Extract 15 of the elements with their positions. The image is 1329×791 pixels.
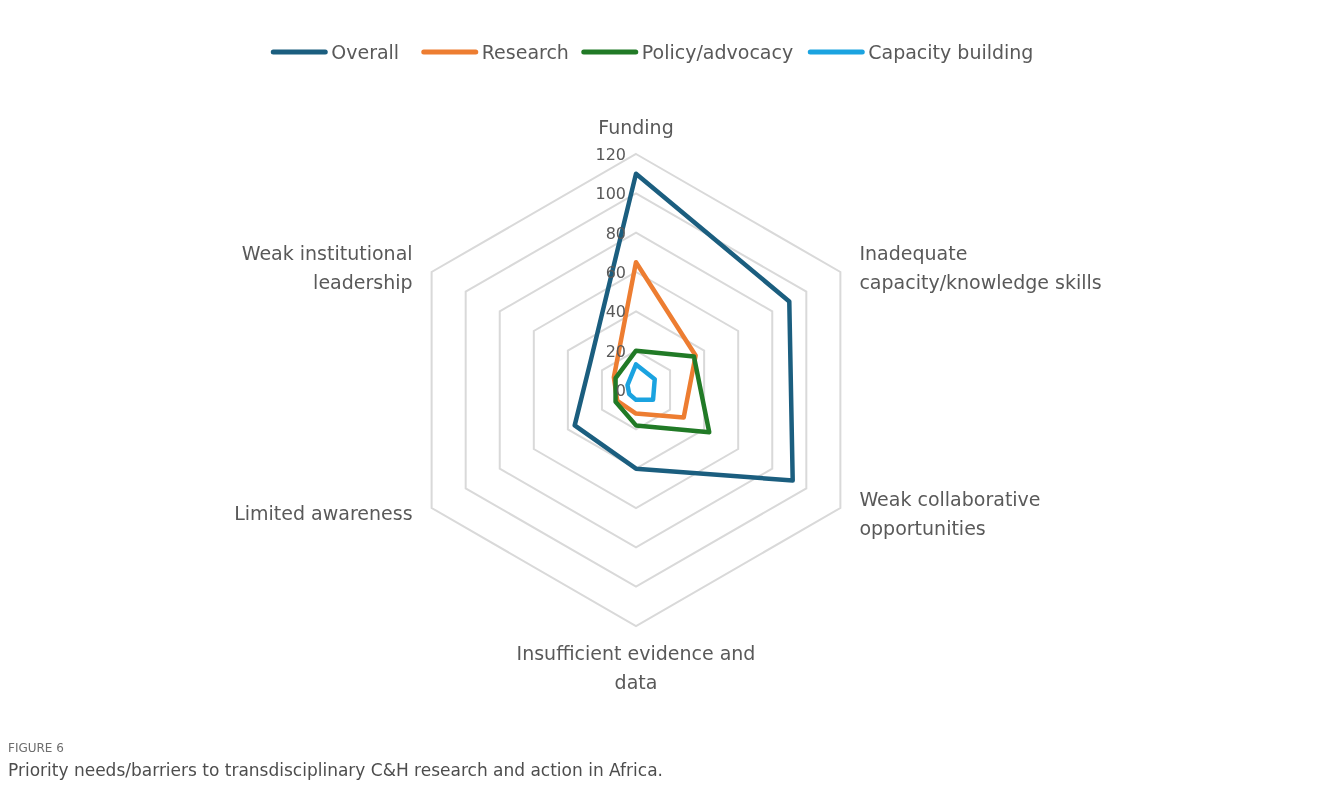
legend-label: Policy/advocacy — [641, 41, 794, 63]
spoke-label: Weak collaborative opportunities — [859, 487, 1041, 539]
spoke-label: Funding — [598, 116, 674, 138]
text: Priority needs/barriers to transdisciplinary C&H research and action in Africa. — [8, 760, 663, 780]
y-tick-label: 40 — [605, 302, 626, 322]
y-tick-label: 100 — [595, 184, 626, 204]
spoke-label: Weak institutional leadership — [241, 241, 413, 293]
spoke-label: Insufficient evidence and data — [516, 642, 756, 693]
legend-label: Capacity building — [868, 41, 1034, 63]
legend-label: Research — [481, 41, 569, 63]
spoke-label: Limited awareness — [234, 502, 413, 524]
y-tick-label: 120 — [595, 145, 626, 164]
spoke-label: Inadequate capacity/knowledge skills — [859, 241, 1102, 293]
legend-label: Overall — [331, 41, 400, 63]
caption: FIGURE 6 — [8, 741, 64, 755]
